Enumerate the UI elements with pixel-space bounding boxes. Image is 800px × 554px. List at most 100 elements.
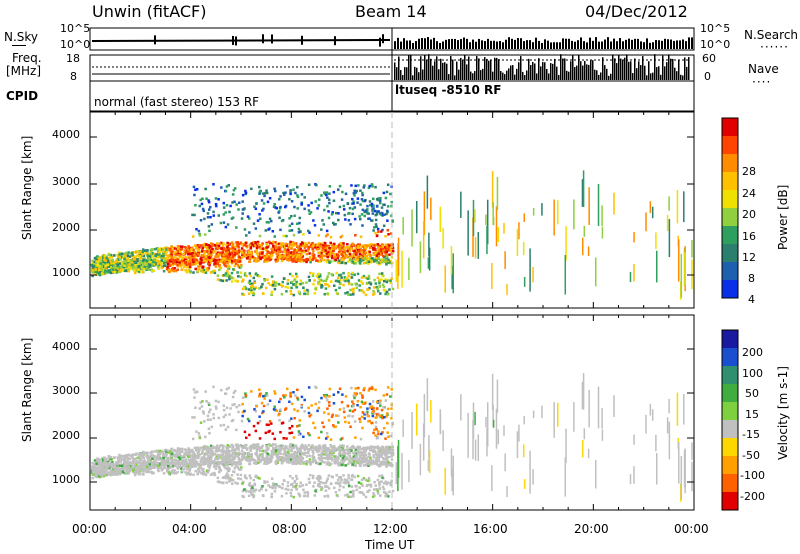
data-cell [317,234,321,237]
data-cell [241,410,245,414]
data-cell [362,249,366,252]
data-cell [202,270,205,274]
data-cell [198,232,201,236]
data-cell [377,210,380,213]
data-cell [239,241,243,245]
data-cell [467,210,469,256]
data-cell [374,231,377,235]
data-cell [359,437,363,441]
data-cell [193,193,196,197]
data-cell [209,251,213,254]
data-cell [312,219,315,222]
data-cell [242,249,246,252]
data-cell [369,446,373,450]
data-cell [90,471,93,474]
data-cell [354,184,357,188]
data-cell [226,444,229,447]
data-cell [360,447,363,451]
data-cell [290,402,294,406]
data-cell [132,258,136,261]
data-cell [112,463,116,467]
data-cell [250,444,253,448]
data-cell [240,217,244,220]
data-cell [234,279,237,282]
data-cell [101,259,105,263]
data-cell [207,462,211,466]
data-cell [99,256,103,259]
data-cell [309,473,312,477]
data-cell [288,427,292,430]
data-cell [202,259,206,262]
data-cell [211,270,214,274]
data-cell [277,211,280,214]
data-cell [145,260,149,263]
data-cell [115,262,119,266]
data-cell [173,266,176,270]
data-cell [264,394,267,397]
data-cell [504,251,506,270]
data-cell [379,447,383,450]
data-cell [331,211,334,214]
data-cell [133,260,137,264]
data-cell [250,253,253,257]
data-cell [338,450,341,453]
data-cell [286,387,289,391]
data-cell [365,255,368,258]
data-cell [305,446,308,449]
data-cell [346,255,350,259]
data-cell [134,263,137,267]
data-cell [265,191,269,195]
data-cell [308,255,312,259]
data-cell [341,190,344,194]
data-cell [381,476,384,479]
data-cell [244,189,247,193]
data-cell [165,267,169,271]
data-cell [305,460,308,463]
data-cell [307,241,311,245]
data-cell [110,267,113,271]
data-cell [187,245,191,249]
data-cell [359,189,362,192]
data-cell [138,459,142,462]
data-cell [367,414,370,418]
data-cell [222,273,226,277]
data-cell [342,204,346,208]
data-cell [196,270,200,273]
data-cell [581,179,584,207]
data-cell [314,200,317,203]
data-cell [376,204,379,208]
data-cell [303,196,306,199]
data-cell [383,449,387,453]
data-cell [348,246,351,249]
data-cell [677,239,680,282]
data-cell [273,250,277,254]
data-cell [300,193,304,196]
data-cell [233,455,236,459]
data-cell [184,251,188,254]
data-cell [299,452,302,456]
data-cell [378,278,382,282]
data-cell [249,487,253,491]
data-cell [184,263,188,266]
data-cell [231,403,234,407]
data-cell [247,217,251,220]
data-cell [277,198,281,201]
data-cell [358,252,362,256]
data-cell [353,464,356,467]
data-cell [279,430,282,434]
data-cell [361,199,365,203]
data-cell [385,253,389,257]
data-cell [145,267,148,270]
data-cell [270,422,273,425]
data-cell [274,486,277,490]
data-cell [283,254,286,258]
data-cell [334,211,338,215]
data-cell [390,388,393,391]
data-cell [380,206,384,209]
data-cell [333,223,336,226]
data-cell [280,494,284,498]
data-cell [280,446,283,449]
data-cell [324,437,328,440]
data-cell [241,414,244,418]
data-cell [241,452,244,456]
